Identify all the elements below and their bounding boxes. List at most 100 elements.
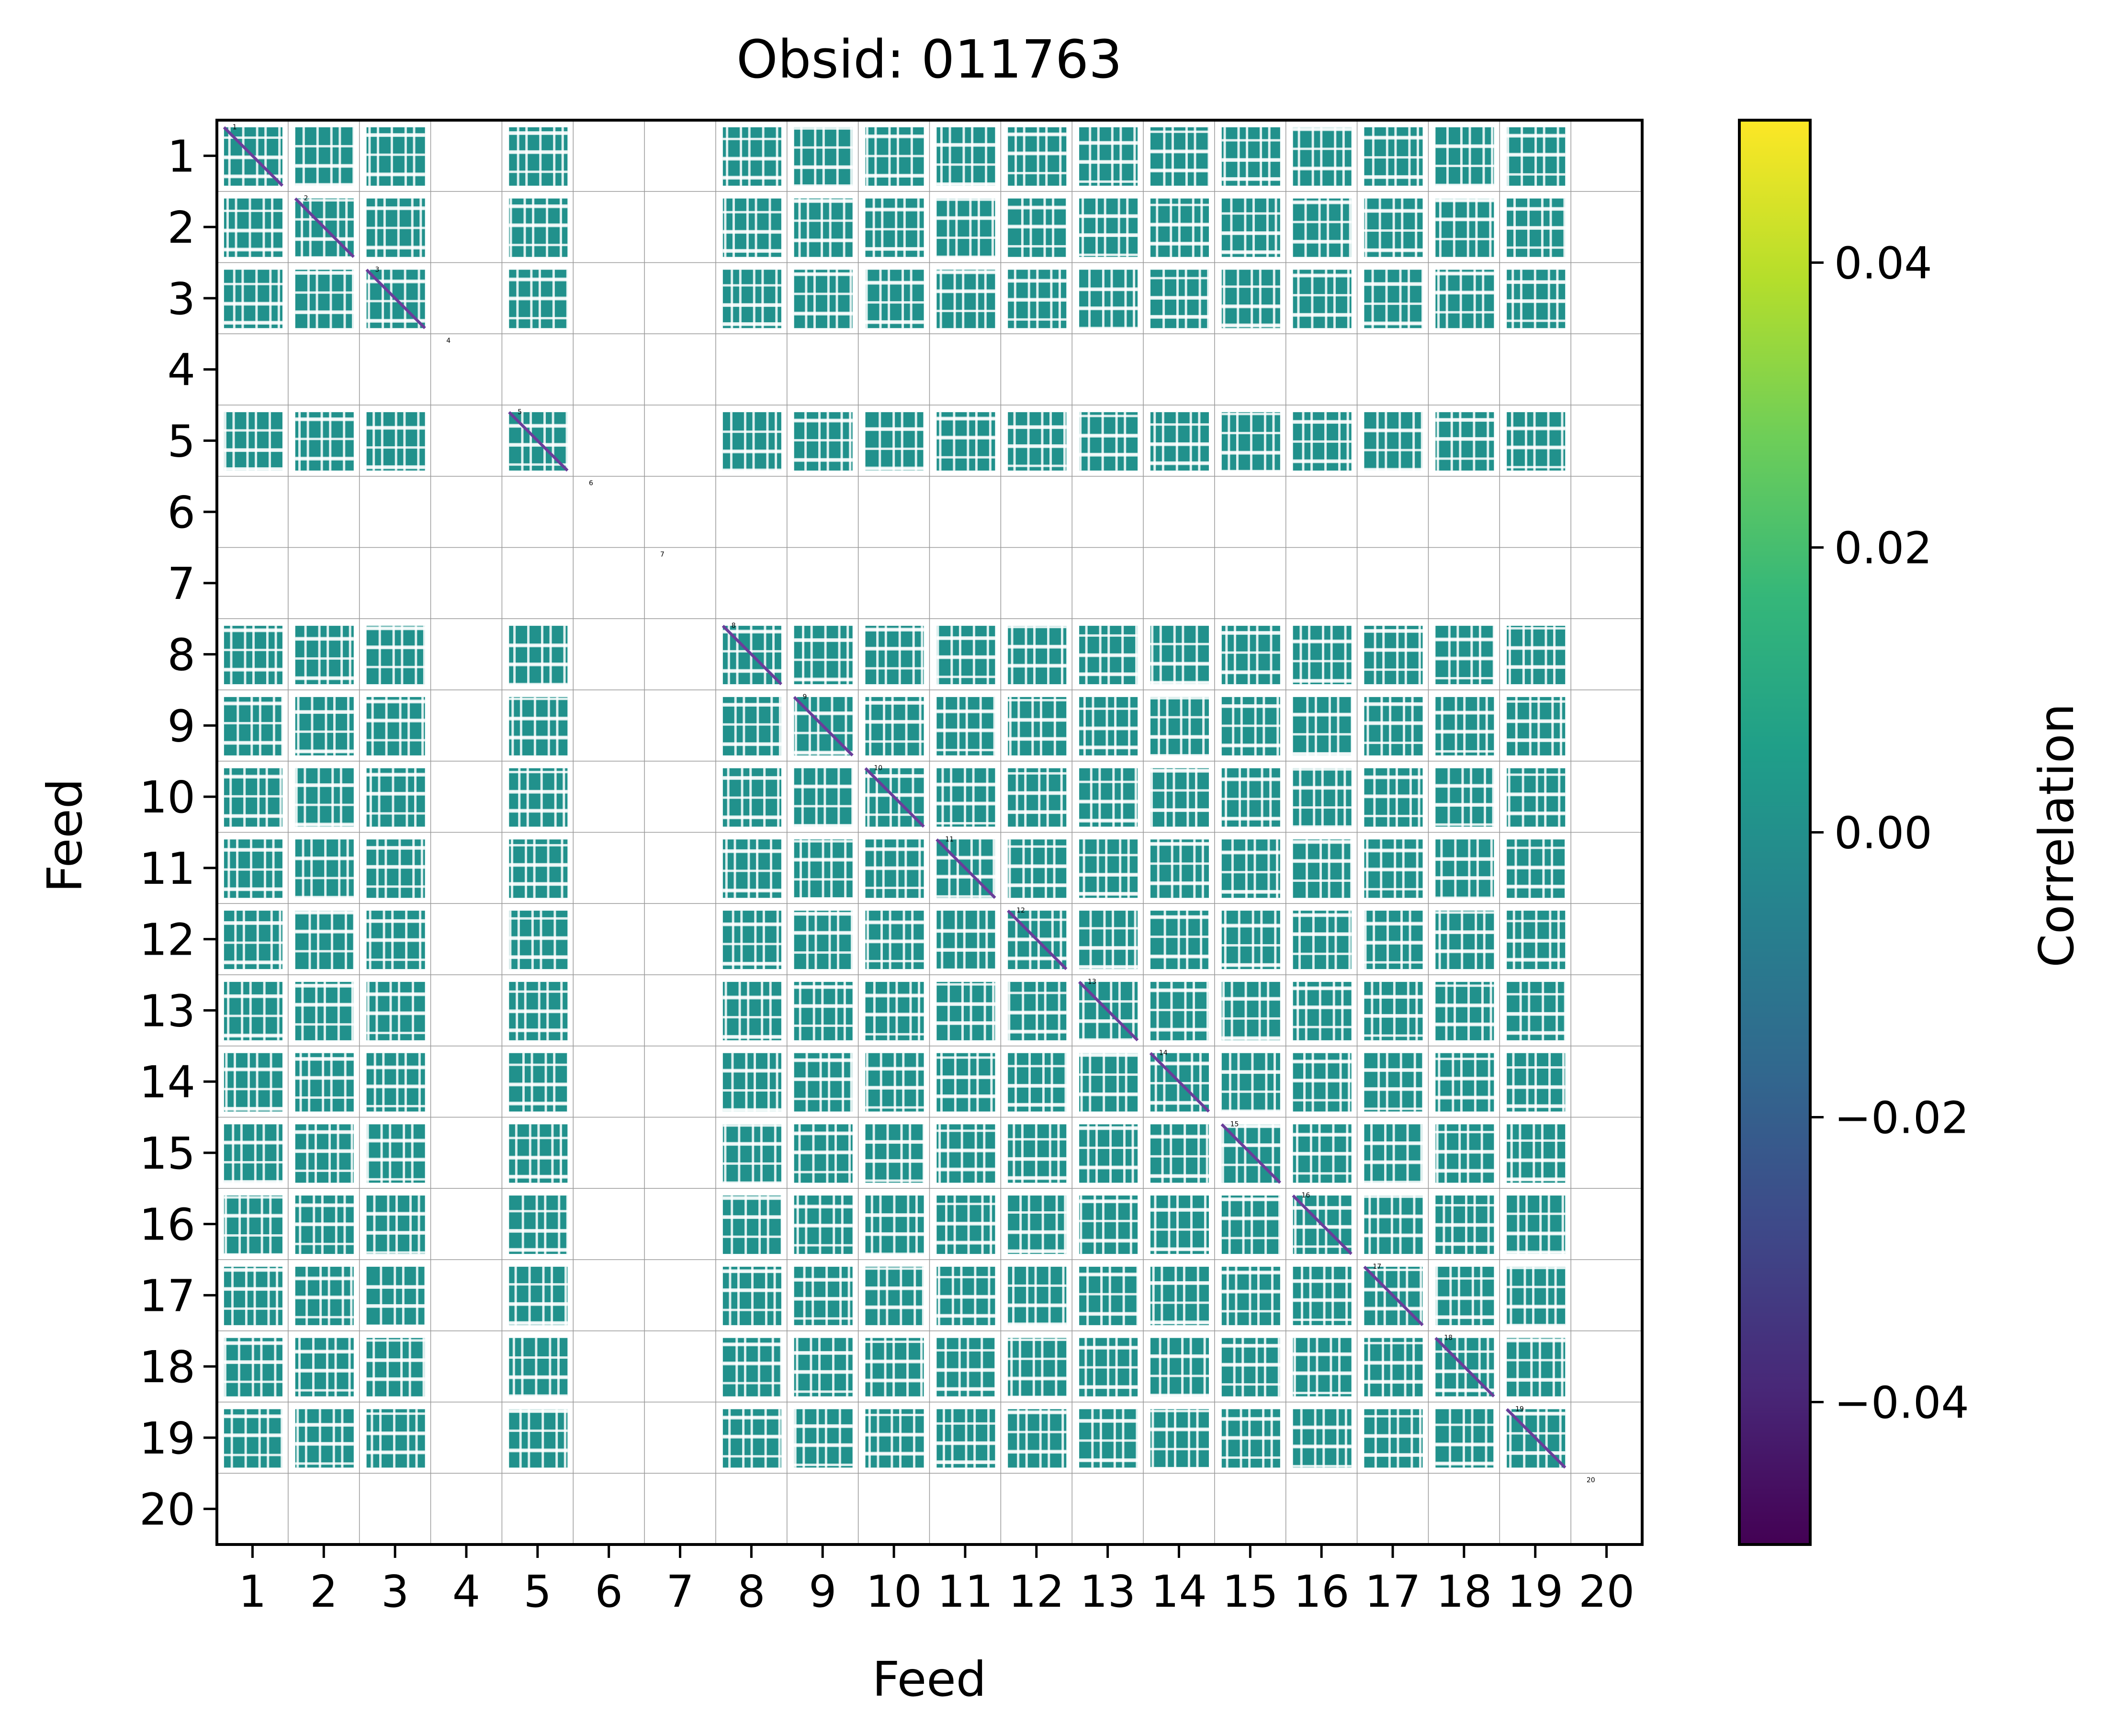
heatmap-block (509, 1409, 568, 1468)
heatmap-block (794, 1195, 853, 1254)
heatmap-block (794, 626, 853, 685)
grid-lines (217, 120, 1642, 1544)
x-tick-label: 15 (1222, 1566, 1278, 1617)
heatmap-block (1150, 911, 1211, 969)
block-label: 20 (1587, 1477, 1595, 1484)
heatmap-block (224, 1266, 282, 1325)
block-label: 9 (803, 693, 807, 701)
heatmap-block (1364, 1053, 1425, 1112)
heatmap-block (1221, 1053, 1280, 1114)
x-tick-label: 17 (1364, 1566, 1420, 1617)
heatmap-block (366, 1409, 425, 1468)
y-tick-label: 19 (139, 1413, 195, 1464)
heatmap-block (295, 768, 354, 827)
heatmap-block (1079, 198, 1138, 257)
x-tick-label: 9 (809, 1566, 837, 1617)
heatmap-block (1507, 412, 1566, 471)
heatmap-block (366, 768, 425, 827)
heatmap-block (366, 697, 425, 755)
heatmap-block (794, 270, 853, 328)
heatmap-block (722, 697, 781, 755)
heatmap-block (936, 1266, 995, 1325)
x-tick-label: 4 (452, 1566, 481, 1617)
block-label: 6 (589, 480, 593, 487)
heatmap-block (366, 1338, 425, 1397)
heatmap-block (936, 981, 995, 1040)
heatmap-block (224, 1053, 282, 1112)
heatmap-block (509, 412, 568, 471)
y-tick-label: 20 (139, 1484, 195, 1535)
heatmap-block (794, 1124, 853, 1183)
colorbar-tick-label: 0.00 (1834, 808, 1932, 859)
heatmap-block (1435, 1266, 1494, 1325)
diagonal-line (1078, 981, 1139, 1041)
heatmap-block (1008, 1338, 1067, 1398)
heatmap-block (1150, 198, 1209, 257)
y-tick-label: 12 (139, 914, 195, 966)
heatmap-block (224, 1409, 283, 1468)
heatmap-block (1293, 1053, 1352, 1112)
block-label: 16 (1301, 1192, 1310, 1199)
y-tick-label: 7 (167, 558, 195, 609)
heatmap-block (865, 911, 924, 969)
heatmap-block (794, 1266, 853, 1325)
heatmap-block (865, 412, 926, 471)
heatmap-block (224, 768, 282, 827)
heatmap-block (1507, 198, 1566, 257)
heatmap-block (1435, 412, 1494, 471)
x-tick-label: 7 (666, 1566, 694, 1617)
heatmap-block (1008, 697, 1067, 755)
heatmap-block (1150, 626, 1209, 685)
block-label: 17 (1373, 1263, 1381, 1271)
block-label: 19 (1515, 1405, 1524, 1413)
diagonal-line (1292, 1195, 1353, 1255)
heatmap-block (1507, 981, 1567, 1040)
heatmap-block (1079, 911, 1138, 969)
heatmap-block (1364, 626, 1423, 685)
heatmap-block (366, 1053, 425, 1112)
diagonal-line (1434, 1337, 1495, 1398)
heatmap-block (1364, 768, 1423, 827)
heatmap-block (509, 1124, 568, 1183)
diagonal-line (864, 767, 925, 828)
heatmap-block (1507, 839, 1567, 898)
heatmap-block (865, 127, 924, 186)
x-tick-label: 1 (238, 1566, 267, 1617)
heatmap-block (1293, 1338, 1352, 1397)
heatmap-block (722, 412, 781, 473)
heatmap-block (1150, 697, 1209, 757)
heatmap-block (722, 1053, 781, 1112)
heatmap-block (224, 270, 282, 328)
heatmap-block (224, 626, 282, 685)
heatmap-block (1079, 1409, 1139, 1468)
diagonal-line (1149, 1052, 1210, 1113)
heatmap-block (1364, 270, 1424, 328)
heatmap-block (1008, 127, 1067, 186)
diagonal-line (721, 625, 783, 686)
y-tick-label: 4 (167, 345, 195, 396)
heatmap-block (1364, 127, 1423, 186)
heatmap-block (295, 911, 356, 969)
diagonal-line (223, 126, 284, 187)
x-tick-label: 11 (937, 1566, 993, 1617)
heatmap-block (865, 1409, 924, 1468)
diagonal-blocks (223, 126, 1567, 1469)
heatmap-block (1293, 768, 1352, 828)
heatmap-block (865, 1338, 924, 1397)
heatmap-block (794, 768, 854, 828)
heatmap-block (1221, 626, 1280, 685)
heatmap-block (1435, 1195, 1494, 1254)
heatmap-block (936, 412, 995, 471)
heatmap-block (936, 270, 995, 328)
heatmap-block (1221, 1338, 1280, 1397)
heatmap-block (1364, 1338, 1423, 1397)
y-tick-label: 1 (167, 131, 195, 182)
heatmap-block (1008, 839, 1067, 898)
x-tick-label: 20 (1578, 1566, 1635, 1617)
heatmap-block (1293, 981, 1352, 1040)
heatmap-block (366, 1124, 425, 1183)
heatmap-block (1150, 768, 1209, 827)
heatmap-block (1221, 127, 1280, 186)
heatmap-block (1293, 839, 1353, 898)
diagonal-line (1506, 1408, 1567, 1469)
